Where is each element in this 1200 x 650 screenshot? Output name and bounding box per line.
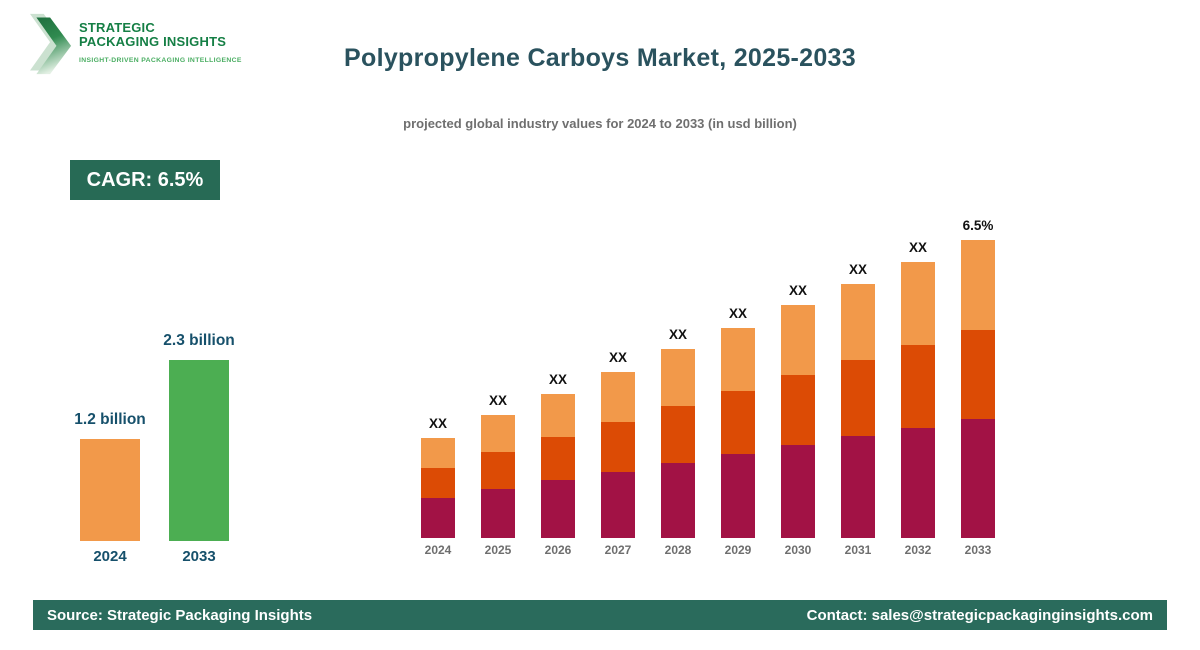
stacked-bar-value-label: XX: [668, 327, 687, 342]
stacked-segment-bottom: [901, 428, 935, 538]
stacked-bar-column-2026: XX 2026: [541, 372, 575, 557]
stacked-bar-value-label: XX: [548, 372, 567, 387]
page-subtitle: projected global industry values for 202…: [403, 116, 797, 131]
stacked-bar-column-2029: XX 2029: [721, 306, 755, 557]
stacked-axis-label: 2028: [664, 543, 692, 557]
stacked-axis-label: 2026: [544, 543, 572, 557]
mini-bar-2024: [80, 439, 140, 541]
footer-bar: Source: Strategic Packaging Insights Con…: [33, 600, 1167, 630]
stacked-segment-middle: [661, 406, 695, 463]
contact-text: Contact: sales@strategicpackaginginsight…: [806, 606, 1153, 624]
stacked-bar-column-2032: XX 2032: [901, 240, 935, 557]
stacked-axis-label: 2030: [784, 543, 812, 557]
stacked-bar-column-2028: XX 2028: [661, 327, 695, 557]
stacked-bar-column-2033: 6.5% 2033: [961, 218, 995, 557]
logo: STRATEGIC PACKAGING INSIGHTS INSIGHT-DRI…: [30, 12, 242, 76]
source-text: Source: Strategic Packaging Insights: [47, 606, 313, 624]
stacked-bar-value-label: XX: [488, 393, 507, 408]
stacked-bar-value-label: 6.5%: [962, 218, 994, 233]
stacked-bar-value-label: XX: [728, 306, 747, 321]
stacked-segment-top: [721, 328, 755, 391]
stacked-segment-top: [901, 262, 935, 345]
logo-name-line1: STRATEGIC: [79, 20, 155, 35]
stacked-bar-column-2031: XX 2031: [841, 262, 875, 557]
stacked-bar-column-2030: XX 2030: [781, 283, 815, 557]
stacked-segment-bottom: [721, 454, 755, 538]
stacked-bar-value-label: XX: [848, 262, 867, 277]
stacked-bar-column-2024: XX 2024: [421, 416, 455, 557]
stacked-segment-top: [781, 305, 815, 375]
stacked-segment-top: [541, 394, 575, 437]
stacked-axis-label: 2029: [724, 543, 752, 557]
logo-tagline: INSIGHT-DRIVEN PACKAGING INTELLIGENCE: [79, 56, 242, 64]
stacked-bar-chart: XX 2024 XX 2025 XX 2026 XX 2027 XX 2028 XX 2029 XX 20…: [421, 200, 995, 557]
stacked-segment-middle: [541, 437, 575, 480]
mini-bar-value-label: 1.2 billion: [74, 411, 146, 428]
stacked-segment-bottom: [541, 480, 575, 538]
logo-chevron-icon: [30, 13, 72, 75]
logo-text: STRATEGIC PACKAGING INSIGHTS INSIGHT-DRI…: [79, 20, 242, 76]
stacked-segment-middle: [841, 360, 875, 436]
logo-name-line2: PACKAGING INSIGHTS: [79, 34, 227, 50]
mini-bar-value-label: 2.3 billion: [163, 332, 235, 349]
stacked-axis-label: 2025: [484, 543, 512, 557]
stacked-segment-middle: [481, 452, 515, 489]
stacked-bar-value-label: XX: [608, 350, 627, 365]
stacked-segment-middle: [781, 375, 815, 445]
stacked-segment-top: [421, 438, 455, 468]
stacked-axis-label: 2024: [424, 543, 452, 557]
page-title: Polypropylene Carboys Market, 2025-2033: [344, 44, 856, 72]
stacked-segment-middle: [721, 391, 755, 454]
stacked-segment-top: [601, 372, 635, 422]
stacked-segment-bottom: [481, 489, 515, 538]
stacked-bar-column-2025: XX 2025: [481, 393, 515, 557]
stacked-bar-value-label: XX: [908, 240, 927, 255]
stacked-segment-top: [961, 240, 995, 330]
cagr-badge: CAGR: 6.5%: [70, 160, 220, 200]
mini-axis-label: 2033: [182, 548, 216, 565]
stacked-bar-value-label: XX: [788, 283, 807, 298]
stacked-segment-top: [481, 415, 515, 452]
mini-chart-column-2033: 2.3 billion 2033: [163, 332, 234, 565]
stacked-segment-bottom: [421, 498, 455, 538]
stacked-axis-label: 2032: [904, 543, 932, 557]
stacked-segment-top: [661, 349, 695, 406]
stacked-segment-middle: [901, 345, 935, 428]
stacked-segment-top: [841, 284, 875, 360]
stacked-segment-middle: [421, 468, 455, 498]
stacked-segment-middle: [601, 422, 635, 472]
stacked-segment-bottom: [841, 436, 875, 538]
mini-bar-2033: [169, 360, 229, 541]
stacked-axis-label: 2031: [844, 543, 872, 557]
stacked-segment-bottom: [961, 419, 995, 538]
stacked-bar-column-2027: XX 2027: [601, 350, 635, 557]
stacked-segment-middle: [961, 330, 995, 419]
stacked-segment-bottom: [661, 463, 695, 538]
stacked-axis-label: 2033: [964, 543, 992, 557]
mini-growth-chart: 1.2 billion 2024 2.3 billion 2033: [74, 320, 234, 565]
stacked-bar-value-label: XX: [428, 416, 447, 431]
mini-chart-column-2024: 1.2 billion 2024: [74, 411, 145, 565]
stacked-segment-bottom: [601, 472, 635, 538]
stacked-segment-bottom: [781, 445, 815, 538]
mini-axis-label: 2024: [93, 548, 127, 565]
stacked-axis-label: 2027: [604, 543, 632, 557]
